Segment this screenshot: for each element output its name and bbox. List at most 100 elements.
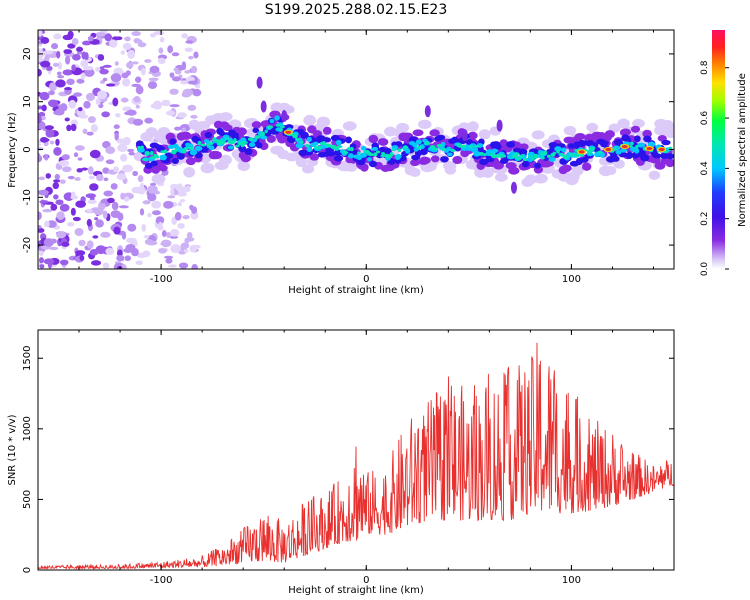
- ridge-blob: [478, 129, 491, 140]
- noise-blob: [84, 68, 95, 77]
- noise-blob: [88, 116, 96, 124]
- ridge-blob: [568, 152, 575, 157]
- noise-blob: [61, 154, 70, 161]
- noise-blob: [105, 247, 115, 256]
- noise-blob: [105, 159, 115, 165]
- ridge-blob: [444, 165, 456, 175]
- ridge-blob: [417, 145, 422, 149]
- noise-blob: [183, 249, 189, 253]
- ridge-blob: [343, 151, 349, 154]
- ridge-blob: [452, 155, 463, 165]
- ridge-blob: [418, 119, 432, 130]
- noise-blob: [124, 111, 133, 116]
- snr-x-tick-label: 0: [363, 575, 369, 586]
- noise-blob: [177, 112, 187, 119]
- noise-blob: [139, 208, 145, 216]
- noise-blob: [97, 90, 108, 100]
- noise-blob: [96, 173, 104, 182]
- noise-blob: [55, 199, 64, 205]
- ridge-blob: [415, 139, 422, 145]
- spectrogram-y-tick-label: 10: [22, 95, 33, 108]
- ridge-blob: [611, 155, 620, 162]
- noise-blob: [122, 42, 132, 51]
- noise-blob: [127, 49, 136, 59]
- ridge-blob: [313, 141, 319, 146]
- noise-blob: [53, 194, 59, 200]
- ridge-blob: [359, 152, 367, 158]
- noise-blob: [80, 59, 89, 68]
- ridge-blob: [218, 112, 233, 122]
- noise-blob: [94, 217, 99, 221]
- snr-y-tick-label: 1500: [22, 346, 33, 371]
- ridge-blob: [200, 143, 207, 147]
- noise-blob: [103, 190, 114, 197]
- noise-blob: [102, 262, 110, 269]
- ridge-blob: [534, 162, 542, 169]
- noise-blob: [89, 183, 99, 191]
- ridge-peak: [285, 130, 292, 134]
- ridge-blob: [458, 143, 463, 148]
- colorbar-tick-label: 0.0: [700, 262, 710, 277]
- ridge-blob: [559, 153, 565, 157]
- ridge-blob: [141, 158, 148, 161]
- ridge-blob: [516, 157, 522, 161]
- noise-blob: [174, 211, 182, 221]
- noise-blob: [56, 231, 66, 239]
- noise-blob: [62, 69, 74, 76]
- ridge-blob: [540, 156, 545, 160]
- ridge-blob: [496, 153, 500, 159]
- spectrogram-y-tick-label: -10: [22, 189, 33, 205]
- noise-blob: [132, 118, 144, 126]
- ridge-blob: [349, 146, 354, 152]
- ridge-blob: [233, 137, 237, 143]
- noise-blob: [50, 203, 58, 211]
- ridge-blob: [206, 143, 211, 148]
- ridge-blob: [567, 143, 576, 149]
- noise-blob: [135, 260, 143, 266]
- noise-blob: [114, 132, 120, 141]
- noise-blob: [52, 62, 59, 67]
- ridge-blob: [373, 152, 378, 157]
- ridge-blob: [410, 159, 420, 167]
- ridge-blob: [197, 140, 202, 146]
- ridge-blob: [345, 136, 352, 144]
- ridge-blob: [527, 155, 534, 159]
- ridge-blob: [482, 153, 487, 157]
- noise-blob: [142, 250, 151, 258]
- noise-blob: [71, 37, 79, 45]
- ridge-blob: [225, 137, 230, 140]
- ridge-streak: [461, 129, 468, 142]
- ridge-blob: [275, 123, 281, 127]
- noise-blob: [181, 61, 187, 71]
- noise-blob: [124, 255, 132, 262]
- ridge-blob: [360, 145, 367, 151]
- ridge-blob: [523, 158, 528, 162]
- ridge-streak: [256, 76, 263, 89]
- ridge-streak: [281, 110, 288, 123]
- noise-blob: [67, 30, 74, 39]
- noise-blob: [38, 48, 43, 52]
- ridge-blob: [629, 144, 633, 148]
- noise-blob: [111, 201, 119, 211]
- noise-blob: [86, 240, 94, 249]
- ridge-blob: [367, 157, 372, 162]
- noise-blob: [157, 57, 166, 65]
- noise-blob: [124, 36, 131, 42]
- noise-blob: [185, 40, 194, 44]
- noise-blob: [100, 231, 111, 238]
- chart-title: S199.2025.288.02.15.E23: [265, 2, 448, 18]
- noise-blob: [142, 200, 151, 205]
- ridge-blob: [219, 140, 226, 145]
- ridge-blob: [521, 160, 530, 168]
- ridge-blob: [527, 151, 535, 157]
- ridge-blob: [243, 141, 248, 144]
- noise-blob: [39, 264, 45, 269]
- ridge-blob: [508, 166, 520, 175]
- noise-blob: [160, 239, 172, 248]
- noise-blob: [49, 140, 55, 145]
- noise-blob: [38, 250, 44, 256]
- noise-blob: [72, 216, 81, 222]
- noise-blob: [110, 210, 121, 218]
